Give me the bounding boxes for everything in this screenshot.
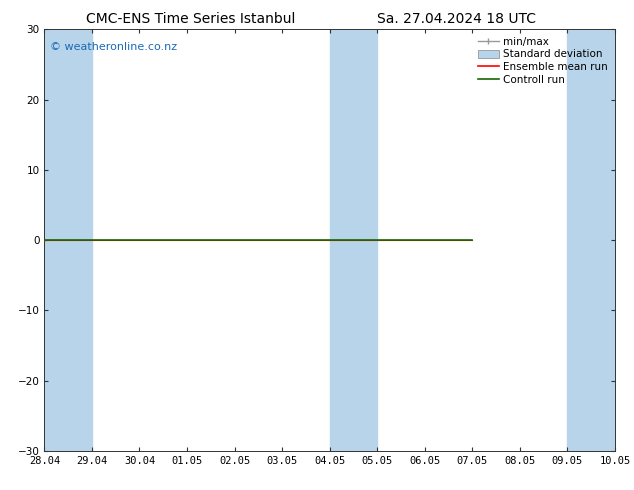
Text: Sa. 27.04.2024 18 UTC: Sa. 27.04.2024 18 UTC — [377, 12, 536, 26]
Bar — [567, 29, 634, 451]
Text: © weatheronline.co.nz: © weatheronline.co.nz — [50, 42, 178, 52]
Legend: min/max, Standard deviation, Ensemble mean run, Controll run: min/max, Standard deviation, Ensemble me… — [476, 35, 610, 87]
Bar — [330, 29, 353, 451]
Bar — [354, 29, 377, 451]
Bar — [44, 29, 92, 451]
Text: CMC-ENS Time Series Istanbul: CMC-ENS Time Series Istanbul — [86, 12, 295, 26]
